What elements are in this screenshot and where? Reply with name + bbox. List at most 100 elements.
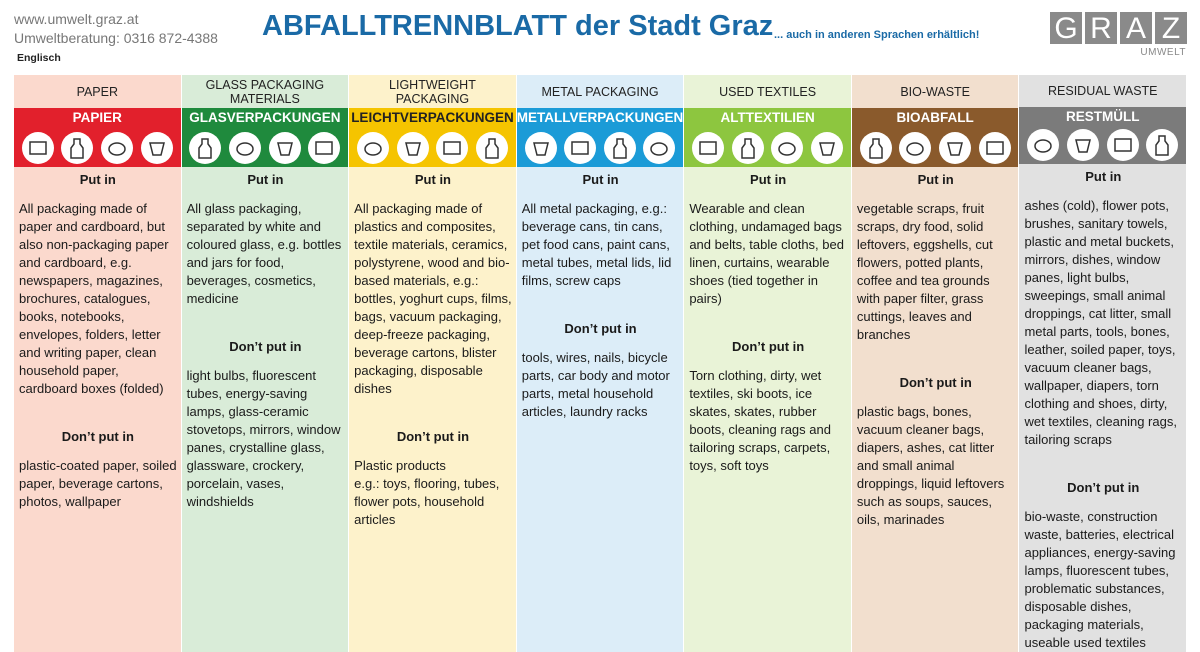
put-in-text: All metal packaging, e.g.: beverage cans… xyxy=(521,201,672,288)
icon-row xyxy=(181,128,349,167)
column-body: Put in vegetable scraps, fruit scraps, dr… xyxy=(852,167,1019,652)
icon xyxy=(643,131,676,164)
put-in-text: Wearable and clean clothing, undamaged b… xyxy=(689,201,844,306)
column-body: Put in ashes (cold), flower pots, brushes… xyxy=(1019,164,1186,652)
dont-heading: Don’t put in xyxy=(564,321,637,336)
icon xyxy=(603,131,636,164)
icon xyxy=(308,131,341,164)
put-in-text: vegetable scraps, fruit scraps, dry food… xyxy=(856,201,993,342)
column-body: Put in All metal packaging, e.g.: beverag… xyxy=(517,167,684,652)
icon xyxy=(731,131,764,164)
german-name: LEICHTVERPACKUNGEN xyxy=(349,108,516,128)
german-name: GLASVERPACKUNGEN xyxy=(181,108,349,128)
icon xyxy=(811,131,844,164)
put-in-heading: Put in xyxy=(79,172,116,187)
icon xyxy=(140,131,173,164)
put-in-heading: Put in xyxy=(917,172,954,187)
column-body: Put in All glass packaging, separated by … xyxy=(182,167,349,652)
icon xyxy=(21,131,54,164)
icon-row xyxy=(851,128,1019,167)
put-in-text: All packaging made of paper and cardboar… xyxy=(19,201,169,396)
german-name: ALTTEXTILIEN xyxy=(684,108,851,128)
columns: PAPER PAPIER Put in All packaging made of p… xyxy=(14,75,1187,652)
icon xyxy=(1027,129,1060,162)
dont-text: plastic-coated paper, soiled paper, beve… xyxy=(19,458,177,509)
put-in-heading: Put in xyxy=(1085,169,1122,184)
german-name: METALLVERPACKUNGEN xyxy=(516,108,684,128)
phone: Umweltberatung: 0316 872-4388 xyxy=(14,30,218,46)
dont-heading: Don’t put in xyxy=(1067,480,1140,495)
column: BIO-WASTE BIOABFALL Put in vegetable scraps… xyxy=(851,75,1020,652)
icon xyxy=(1146,129,1179,162)
icon xyxy=(692,131,725,164)
dont-heading: Don’t put in xyxy=(229,339,302,354)
dont-text: bio-waste, construction waste, batteries… xyxy=(1024,509,1176,650)
icon xyxy=(475,131,508,164)
icon-row xyxy=(684,128,851,167)
put-in-text: All packaging made of plastics and compo… xyxy=(354,201,512,396)
english-name: GLASS PACKAGING MATERIALS xyxy=(205,77,325,106)
icon xyxy=(771,131,804,164)
column: PAPER PAPIER Put in All packaging made of p… xyxy=(14,75,182,652)
german-name: BIOABFALL xyxy=(851,108,1019,128)
dont-text: Torn clothing, dirty, wet textiles, ski … xyxy=(689,368,831,473)
title: ABFALLTRENNBLATT der Stadt Graz xyxy=(262,10,774,42)
icon xyxy=(61,131,94,164)
english-name: BIO-WASTE xyxy=(900,84,971,99)
icon xyxy=(1106,129,1139,162)
put-in-text: All glass packaging, separated by white … xyxy=(186,201,342,306)
icon xyxy=(356,131,389,164)
english-name: PAPER xyxy=(76,84,119,99)
icon-row xyxy=(516,128,684,167)
icon-row xyxy=(14,128,181,167)
logo-letter: A xyxy=(1120,12,1152,45)
icon xyxy=(978,131,1011,164)
english-name: LIGHTWEIGHT PACKAGING xyxy=(389,77,476,106)
column: RESIDUAL WASTE RESTMÜLL Put in ashes (cold)… xyxy=(1019,75,1187,652)
put-in-heading: Put in xyxy=(582,172,619,187)
english-name: METAL PACKAGING xyxy=(541,84,659,99)
dont-heading: Don’t put in xyxy=(899,375,972,390)
icon xyxy=(229,131,262,164)
column: LIGHTWEIGHT PACKAGING LEICHTVERPACKUNGEN P… xyxy=(349,75,517,652)
dont-text: light bulbs, fluorescent tubes, energy-s… xyxy=(186,368,341,509)
column: USED TEXTILES ALTTEXTILIEN Put in Wearable … xyxy=(684,75,852,652)
put-in-heading: Put in xyxy=(750,172,787,187)
icon xyxy=(396,131,429,164)
icon xyxy=(859,131,892,164)
column: METAL PACKAGING METALLVERPACKUNGEN Put in A… xyxy=(516,75,685,652)
german-name: RESTMÜLL xyxy=(1019,106,1187,127)
icon xyxy=(436,131,469,164)
column-body: Put in Wearable and clean clothing, undam… xyxy=(684,167,851,652)
dont-text: Plastic products e.g.: toys, flooring, t… xyxy=(354,458,500,527)
icon xyxy=(101,131,134,164)
logo-letter: R xyxy=(1085,12,1117,45)
icon xyxy=(268,131,301,164)
column-body: Put in All packaging made of paper and ca… xyxy=(14,167,181,652)
dont-text: tools, wires, nails, bicycle parts, car … xyxy=(521,350,670,419)
logo-letter: Z xyxy=(1155,12,1187,45)
dont-text: plastic bags, bones, vacuum cleaner bags… xyxy=(856,404,1005,527)
icon xyxy=(938,131,971,164)
dont-heading: Don’t put in xyxy=(732,339,805,354)
website: www.umwelt.graz.at xyxy=(14,11,139,27)
language: Englisch xyxy=(17,52,61,64)
english-name: RESIDUAL WASTE xyxy=(1048,83,1158,98)
column-body: Put in All packaging made of plastics and… xyxy=(349,167,516,652)
icon-row xyxy=(1019,126,1187,164)
subtitle: ... auch in anderen Sprachen erhältlich! xyxy=(774,29,980,41)
logo-letter: G xyxy=(1050,12,1082,45)
column: GLASS PACKAGING MATERIALS GLASVERPACKUNGE… xyxy=(181,75,350,652)
icon xyxy=(1066,129,1099,162)
icon xyxy=(564,131,597,164)
put-in-heading: Put in xyxy=(247,172,284,187)
icon-row xyxy=(349,128,516,167)
icon xyxy=(189,131,222,164)
german-name: PAPIER xyxy=(14,108,181,128)
english-name: USED TEXTILES xyxy=(719,84,817,99)
put-in-text: ashes (cold), flower pots, brushes, sani… xyxy=(1024,198,1177,447)
dont-heading: Don’t put in xyxy=(61,429,134,444)
logo-sub: UMWELT xyxy=(1140,47,1186,58)
